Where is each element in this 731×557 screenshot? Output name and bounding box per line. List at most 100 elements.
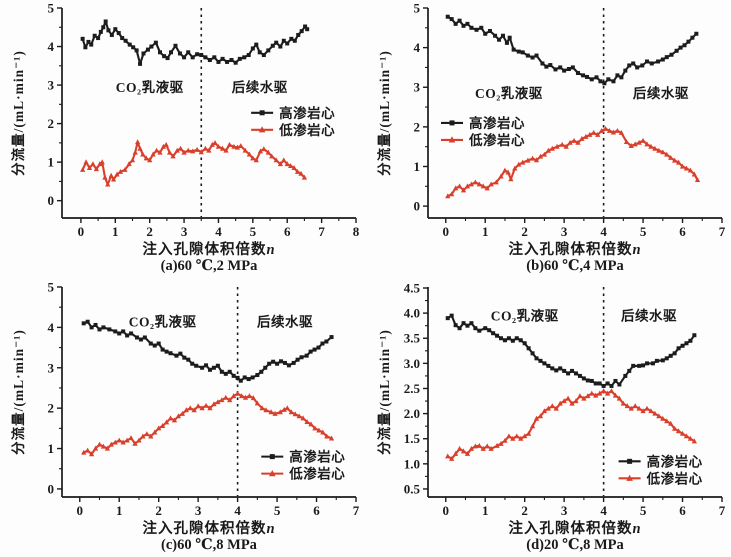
square-marker — [649, 61, 654, 66]
y-tick-label: 4 — [48, 320, 55, 335]
square-marker — [553, 67, 558, 72]
square-marker — [558, 65, 563, 70]
triangle-marker — [691, 171, 698, 177]
square-marker — [113, 329, 118, 334]
triangle-marker — [85, 447, 91, 453]
triangle-marker — [140, 151, 146, 157]
triangle-marker — [181, 149, 187, 155]
triangle-marker — [105, 181, 111, 187]
triangle-marker — [554, 143, 560, 149]
square-marker — [589, 77, 594, 82]
triangle-marker — [96, 441, 103, 447]
x-tick-label: 5 — [640, 503, 647, 518]
square-marker — [692, 333, 697, 338]
square-marker — [291, 360, 296, 365]
triangle-marker — [476, 181, 482, 187]
zone-label: CO₂乳液驱 — [116, 79, 184, 95]
square-marker — [235, 375, 240, 380]
x-axis-label-variable: n — [266, 242, 276, 258]
triangle-marker — [549, 403, 555, 409]
triangle-marker — [468, 445, 475, 451]
triangle-marker — [281, 406, 287, 412]
triangle-marker — [292, 411, 298, 417]
triangle-marker — [253, 157, 259, 163]
square-marker — [518, 338, 523, 343]
x-tick-label: 0 — [78, 224, 85, 239]
square-marker — [615, 73, 620, 78]
series-low-perm — [445, 388, 698, 461]
y-tick-label: 1 — [414, 159, 421, 174]
square-marker — [178, 351, 183, 356]
y-tick-label: 1.0 — [404, 456, 420, 471]
x-tick-label: 0 — [443, 224, 450, 239]
square-marker — [149, 44, 154, 49]
square-marker — [207, 58, 212, 63]
triangle-marker — [589, 390, 595, 396]
triangle-marker — [128, 435, 134, 441]
y-tick-label: 5 — [414, 1, 421, 16]
square-marker — [623, 373, 628, 378]
square-marker — [645, 59, 650, 64]
triangle-marker — [136, 437, 142, 443]
triangle-marker — [520, 159, 526, 165]
triangle-marker — [110, 176, 117, 182]
subplot-a: 0 1 2 3 4 5 6 7 8 0 1 2 3 4 5 CO₂乳液驱 后续水驱 高渗岩心 低渗岩心 分流量/(m… — [0, 0, 365, 278]
triangle-marker — [468, 181, 475, 187]
triangle-marker — [668, 420, 674, 426]
square-marker — [487, 28, 492, 33]
square-marker — [506, 336, 511, 341]
x-tick-label: 6 — [313, 503, 320, 518]
square-marker — [483, 31, 488, 36]
triangle-marker — [600, 388, 607, 394]
square-marker — [204, 363, 209, 368]
square-marker — [89, 42, 94, 47]
triangle-marker — [265, 149, 271, 155]
square-marker — [589, 378, 594, 383]
square-marker — [141, 51, 146, 56]
triangle-marker — [304, 419, 310, 424]
square-marker — [597, 381, 602, 386]
square-marker — [238, 378, 243, 383]
square-marker — [173, 43, 178, 48]
triangle-marker — [171, 417, 178, 423]
square-marker — [299, 29, 304, 34]
square-marker — [199, 53, 204, 58]
legend-label: 低渗岩心 — [278, 122, 335, 138]
y-axis-label: 分流量/(mL·min⁻¹) — [11, 329, 26, 455]
square-marker — [83, 45, 88, 50]
square-marker — [282, 360, 287, 365]
square-marker — [200, 365, 205, 370]
square-marker — [581, 73, 586, 78]
square-marker — [631, 363, 636, 368]
triangle-marker — [102, 174, 108, 180]
triangle-marker — [672, 425, 678, 431]
square-marker — [676, 346, 681, 351]
triangle-marker — [207, 405, 213, 411]
y-tick-label: 1 — [48, 155, 55, 170]
triangle-marker — [510, 435, 516, 441]
triangle-marker — [116, 437, 122, 443]
triangle-marker — [174, 147, 180, 153]
square-marker — [97, 327, 102, 332]
triangle-marker — [598, 127, 605, 133]
triangle-marker — [529, 155, 536, 161]
triangle-marker — [124, 437, 130, 443]
triangle-marker — [203, 402, 209, 408]
square-marker — [174, 353, 179, 358]
square-marker — [573, 371, 578, 376]
series-line — [81, 141, 306, 186]
triangle-marker — [648, 143, 654, 149]
legend-label: 低渗岩心 — [646, 470, 703, 486]
square-marker — [285, 41, 290, 46]
square-marker — [134, 335, 139, 340]
triangle-marker — [129, 157, 136, 163]
square-marker — [520, 50, 525, 55]
square-marker — [686, 39, 691, 44]
square-marker — [461, 321, 466, 326]
triangle-marker — [195, 403, 201, 409]
y-tick-label: 0 — [48, 481, 55, 496]
triangle-marker — [561, 398, 567, 404]
triangle-marker — [268, 470, 276, 477]
square-marker — [246, 377, 251, 382]
